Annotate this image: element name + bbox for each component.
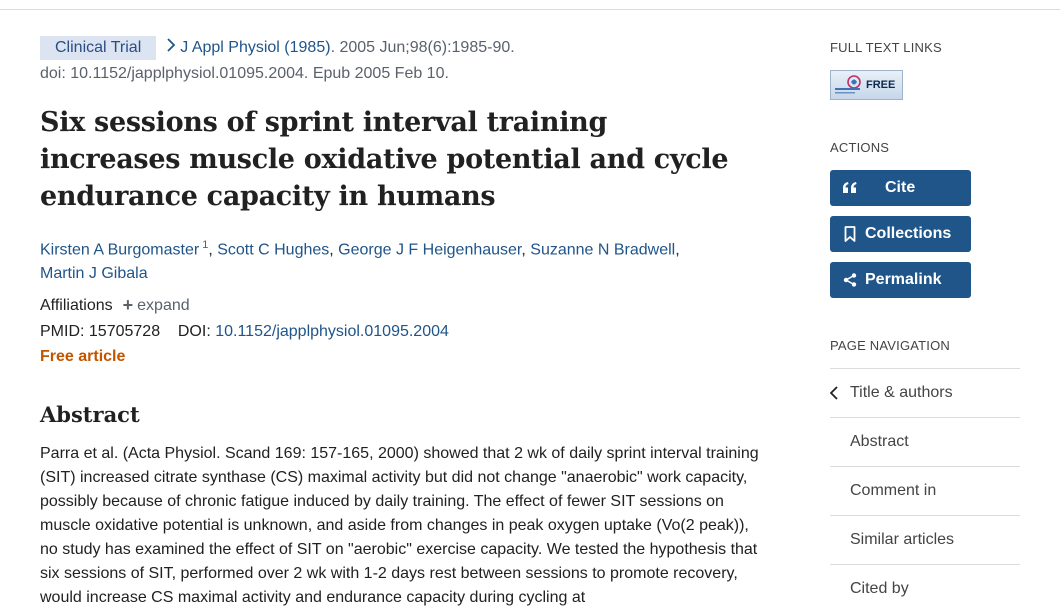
author-link[interactable]: Kirsten A Burgomaster	[40, 241, 200, 259]
identifiers-row: PMID: 15705728 DOI: 10.1152/japplphysiol…	[40, 321, 449, 343]
actions-heading: ACTIONS	[830, 140, 890, 155]
author-link[interactable]: Martin J Gibala	[40, 265, 148, 283]
abstract-text: Parra et al. (Acta Physiol. Scand 169: 1…	[40, 445, 759, 606]
collections-button[interactable]: Collections	[830, 216, 971, 252]
full-text-links-heading: FULL TEXT LINKS	[830, 40, 942, 55]
collections-label: Collections	[865, 225, 952, 242]
plus-icon: +	[122, 295, 134, 315]
citation-text: . 2005 Jun;98(6):1985-90.	[330, 39, 515, 57]
publisher-logo-icon	[834, 75, 862, 97]
nav-item-abstract[interactable]: Abstract	[830, 417, 1020, 466]
doi-link[interactable]: 10.1152/japplphysiol.01095.2004	[215, 323, 449, 340]
full-text-link-button[interactable]: FREE	[830, 70, 903, 100]
nav-item-cited-by[interactable]: Cited by	[830, 564, 1020, 613]
chevron-right-icon	[166, 37, 176, 59]
bookmark-icon	[842, 216, 858, 252]
nav-item-similar-articles[interactable]: Similar articles	[830, 515, 1020, 564]
nav-item-title-authors[interactable]: Title & authors	[829, 368, 1020, 417]
nav-item-label: Title & authors	[850, 384, 953, 401]
chevron-left-icon	[829, 386, 838, 405]
doi-label: DOI:	[177, 323, 211, 340]
nav-item-label: Cited by	[850, 580, 909, 597]
expand-affiliations-button[interactable]: + expand	[122, 295, 190, 315]
page-navigation-heading: PAGE NAVIGATION	[830, 338, 951, 353]
top-divider	[0, 0, 1060, 10]
doi-epub-line: doi: 10.1152/japplphysiol.01095.2004. Ep…	[40, 65, 449, 82]
author-list: Kirsten A Burgomaster 1, Scott C Hughes, …	[40, 239, 680, 283]
full-text-free-label: FREE	[866, 79, 896, 91]
pmid-value: 15705728	[88, 323, 161, 340]
publication-type-badge[interactable]: Clinical Trial	[40, 36, 157, 60]
article-title: Six sessions of sprint interval training…	[40, 107, 729, 212]
quote-icon	[842, 170, 858, 206]
journal-link[interactable]: J Appl Physiol (1985)	[180, 39, 331, 57]
page-navigation-list: Title & authors Abstract Comment in Simi…	[829, 368, 1020, 613]
nav-item-label: Abstract	[850, 433, 909, 450]
share-icon	[842, 262, 858, 298]
pmid-label: PMID:	[40, 323, 85, 340]
nav-item-label: Similar articles	[850, 531, 955, 548]
affiliation-number[interactable]: 1	[202, 239, 209, 251]
author-link[interactable]: George J F Heigenhauser	[338, 241, 522, 259]
cite-label: Cite	[885, 179, 916, 196]
free-article-label: Free article	[40, 348, 126, 365]
permalink-label: Permalink	[865, 271, 942, 288]
affiliations-row: Affiliations + expand	[40, 294, 190, 317]
author-link[interactable]: Suzanne N Bradwell	[530, 241, 676, 259]
nav-item-comment-in[interactable]: Comment in	[830, 466, 1020, 515]
permalink-button[interactable]: Permalink	[830, 262, 971, 298]
expand-label: expand	[137, 297, 190, 314]
nav-item-label: Comment in	[850, 482, 937, 499]
affiliations-label: Affiliations	[40, 297, 113, 314]
abstract-heading: Abstract	[40, 402, 140, 427]
author-link[interactable]: Scott C Hughes	[217, 241, 330, 259]
cite-button[interactable]: Cite	[830, 170, 971, 206]
article-source: Clinical Trial J Appl Physiol (1985). 200…	[40, 36, 515, 60]
